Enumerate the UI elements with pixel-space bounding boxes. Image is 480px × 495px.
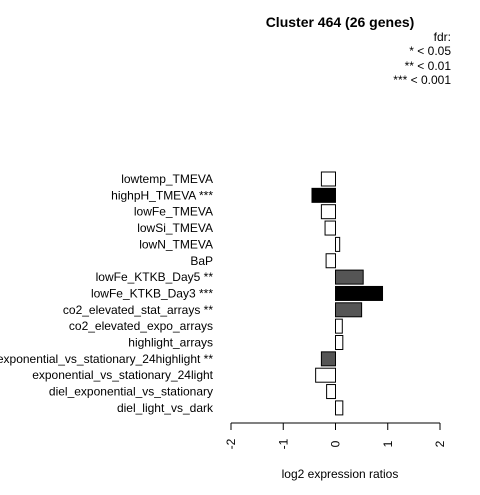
x-axis-ticks: -2 -1 0 1 2 [224, 423, 447, 449]
bar-co2-elevated-stat-arrays [335, 302, 363, 318]
bar-lowfe-ktkb-day5 [335, 269, 364, 285]
category-label-lowsi-tmeva: lowSi_TMEVA [137, 221, 213, 235]
bar-bap [325, 253, 337, 269]
category-label-co2-elevated-stat-arrays: co2_elevated_stat_arrays ** [63, 303, 213, 317]
bar-exponential-vs-stationary-24light [315, 367, 336, 383]
category-label-lowtemp-tmeva: lowtemp_TMEVA [121, 172, 213, 186]
bar-lowtemp-tmeva [320, 171, 336, 187]
bar-highph-tmeva [311, 187, 336, 203]
category-labels: lowtemp_TMEVA highpH_TMEVA *** lowFe_TMEVA… [0, 172, 214, 415]
bar-co2-elevated-expo-arrays [335, 318, 343, 334]
bar-lowsi-tmeva [324, 220, 336, 236]
bar-exponential-vs-stationary-24highlight [320, 351, 336, 367]
x-axis-label: log2 expression ratios [282, 467, 399, 481]
category-label-highlight-arrays: highlight_arrays [128, 336, 213, 350]
category-label-diel-exponential-vs-stationary: diel_exponential_vs_stationary [49, 385, 213, 399]
bar-lowfe-ktkb-day3 [335, 285, 384, 301]
x-tick-label: 1 [381, 440, 395, 447]
category-label-highph-tmeva: highpH_TMEVA *** [111, 188, 213, 202]
category-label-bap: BaP [190, 254, 213, 268]
category-label-diel-light-vs-dark: diel_light_vs_dark [117, 401, 214, 415]
category-label-exponential-vs-stationary-24highlight: exponential_vs_stationary_24highlight ** [0, 352, 213, 366]
x-axis: -2 -1 0 1 2 [224, 422, 447, 449]
x-tick-label: -1 [276, 438, 290, 449]
bar-highlight-arrays [335, 335, 344, 350]
x-tick-label: 2 [433, 440, 447, 447]
category-label-exponential-vs-stationary-24light: exponential_vs_stationary_24light [32, 368, 213, 382]
legend-entry-3: *** < 0.001 [393, 73, 451, 87]
chart-title: Cluster 464 (26 genes) [266, 14, 415, 30]
bar-lowfe-tmeva [320, 204, 336, 220]
bar-lown-tmeva [335, 236, 341, 252]
bars-group [311, 171, 384, 416]
legend-title: fdr: [434, 30, 451, 44]
category-label-lowfe-ktkb-day5: lowFe_KTKB_Day5 ** [96, 270, 214, 284]
category-label-lowfe-ktkb-day3: lowFe_KTKB_Day3 *** [91, 286, 213, 300]
category-label-lown-tmeva: lowN_TMEVA [139, 237, 213, 251]
category-label-lowfe-tmeva: lowFe_TMEVA [134, 205, 213, 219]
legend-entry-1: * < 0.05 [409, 44, 451, 58]
legend: fdr: * < 0.05 ** < 0.01 *** < 0.001 [393, 30, 451, 87]
bar-diel-exponential-vs-stationary [326, 384, 336, 400]
x-tick-label: 0 [329, 440, 343, 447]
category-label-co2-elevated-expo-arrays: co2_elevated_expo_arrays [69, 319, 213, 333]
bar-diel-light-vs-dark [335, 400, 344, 416]
legend-entry-2: ** < 0.01 [405, 59, 452, 73]
x-tick-label: -2 [224, 438, 238, 449]
